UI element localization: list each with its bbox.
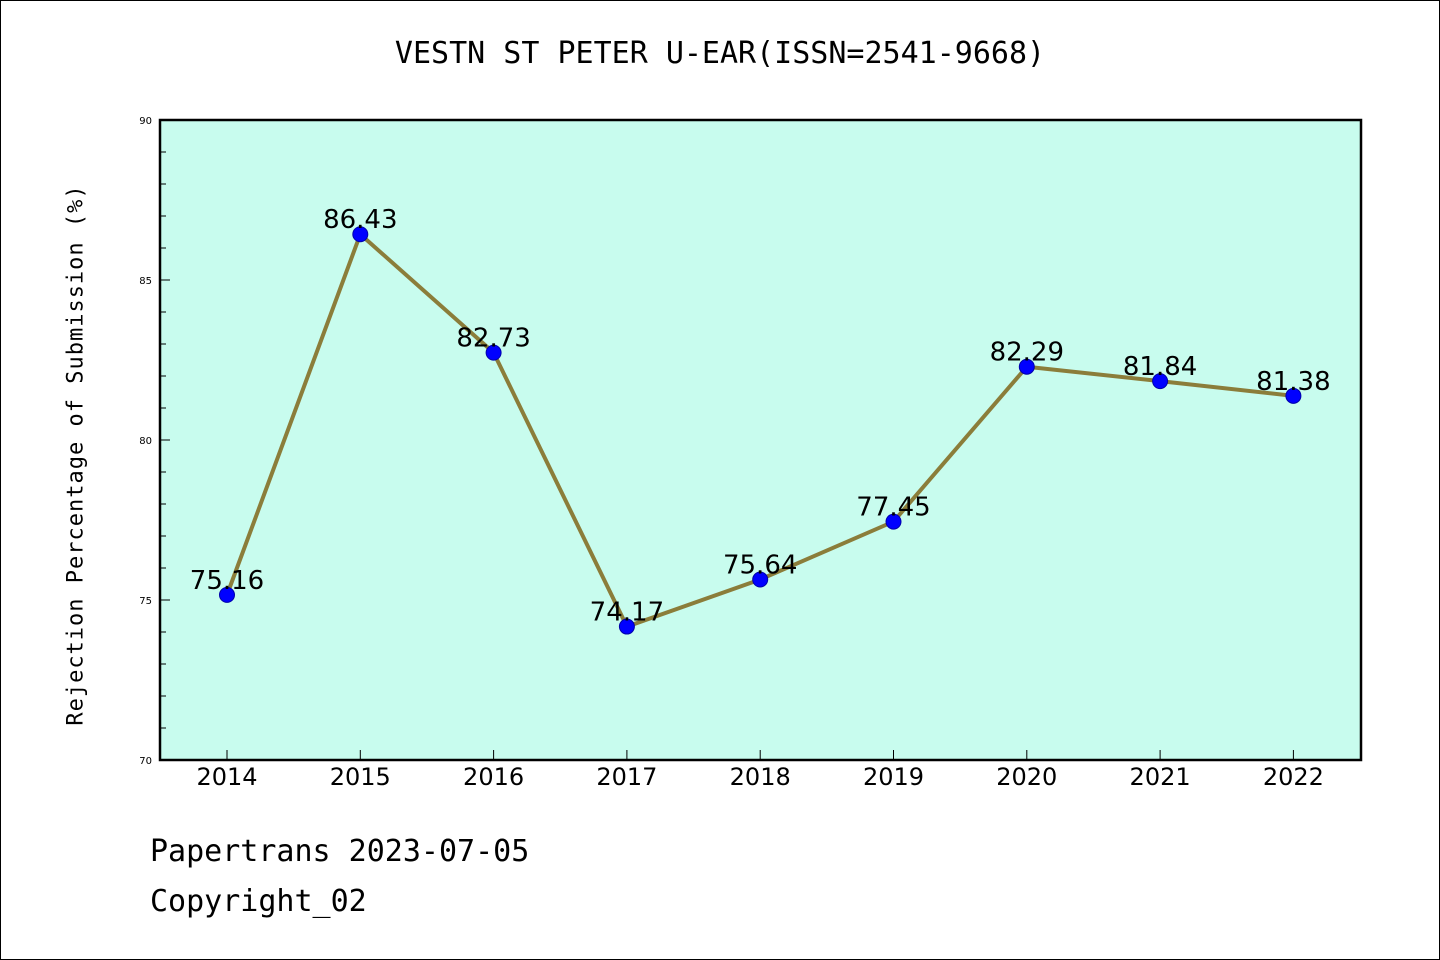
x-tick-label: 2020 <box>996 763 1057 791</box>
data-point <box>618 618 635 635</box>
x-tick-label: 2015 <box>330 763 391 791</box>
footer-source: Papertrans 2023-07-05 <box>150 834 530 869</box>
x-tick-label: 2017 <box>596 763 657 791</box>
plot-border <box>158 118 1363 762</box>
data-labels: 75.16 86.43 82.73 74.17 75.64 77.45 82.29 81.84… <box>190 205 1331 627</box>
x-tick-label: 2019 <box>863 763 924 791</box>
data-point <box>1018 358 1035 375</box>
y-tick-label: 70 <box>139 756 152 767</box>
data-point <box>885 513 902 530</box>
data-point <box>1285 387 1302 404</box>
x-tick-label: 2021 <box>1130 763 1191 791</box>
x-tick-label: 2018 <box>730 763 791 791</box>
y-tick-label: 80 <box>139 436 152 447</box>
data-label: 82.29 <box>990 338 1064 368</box>
data-label: 75.16 <box>190 566 264 596</box>
x-tick-label: 2022 <box>1263 763 1324 791</box>
y-axis: 70 75 80 85 90 <box>139 116 170 767</box>
data-label: 81.38 <box>1256 367 1330 397</box>
x-tick-label: 2014 <box>196 763 257 791</box>
x-axis: 2014 2015 2016 2017 2018 2019 2020 2021 2022 <box>196 750 1324 791</box>
y-tick-label: 75 <box>139 596 152 607</box>
data-point <box>1152 373 1169 390</box>
chart-title: VESTN ST PETER U-EAR(ISSN=2541-9668) <box>394 36 1046 71</box>
data-label: 77.45 <box>856 493 930 523</box>
data-point <box>485 344 502 361</box>
y-tick-label: 90 <box>139 116 152 127</box>
data-label: 86.43 <box>323 205 397 235</box>
data-label: 81.84 <box>1123 352 1197 382</box>
data-label: 82.73 <box>456 324 530 354</box>
data-points <box>219 226 1302 635</box>
data-point <box>219 586 235 603</box>
y-tick-label: 85 <box>139 276 152 287</box>
footer-copyright: Copyright_02 <box>150 884 367 919</box>
data-point <box>352 226 369 243</box>
x-tick-label: 2016 <box>463 763 524 791</box>
data-label: 74.17 <box>590 598 664 628</box>
data-point <box>752 571 769 588</box>
data-label: 75.64 <box>723 551 797 581</box>
